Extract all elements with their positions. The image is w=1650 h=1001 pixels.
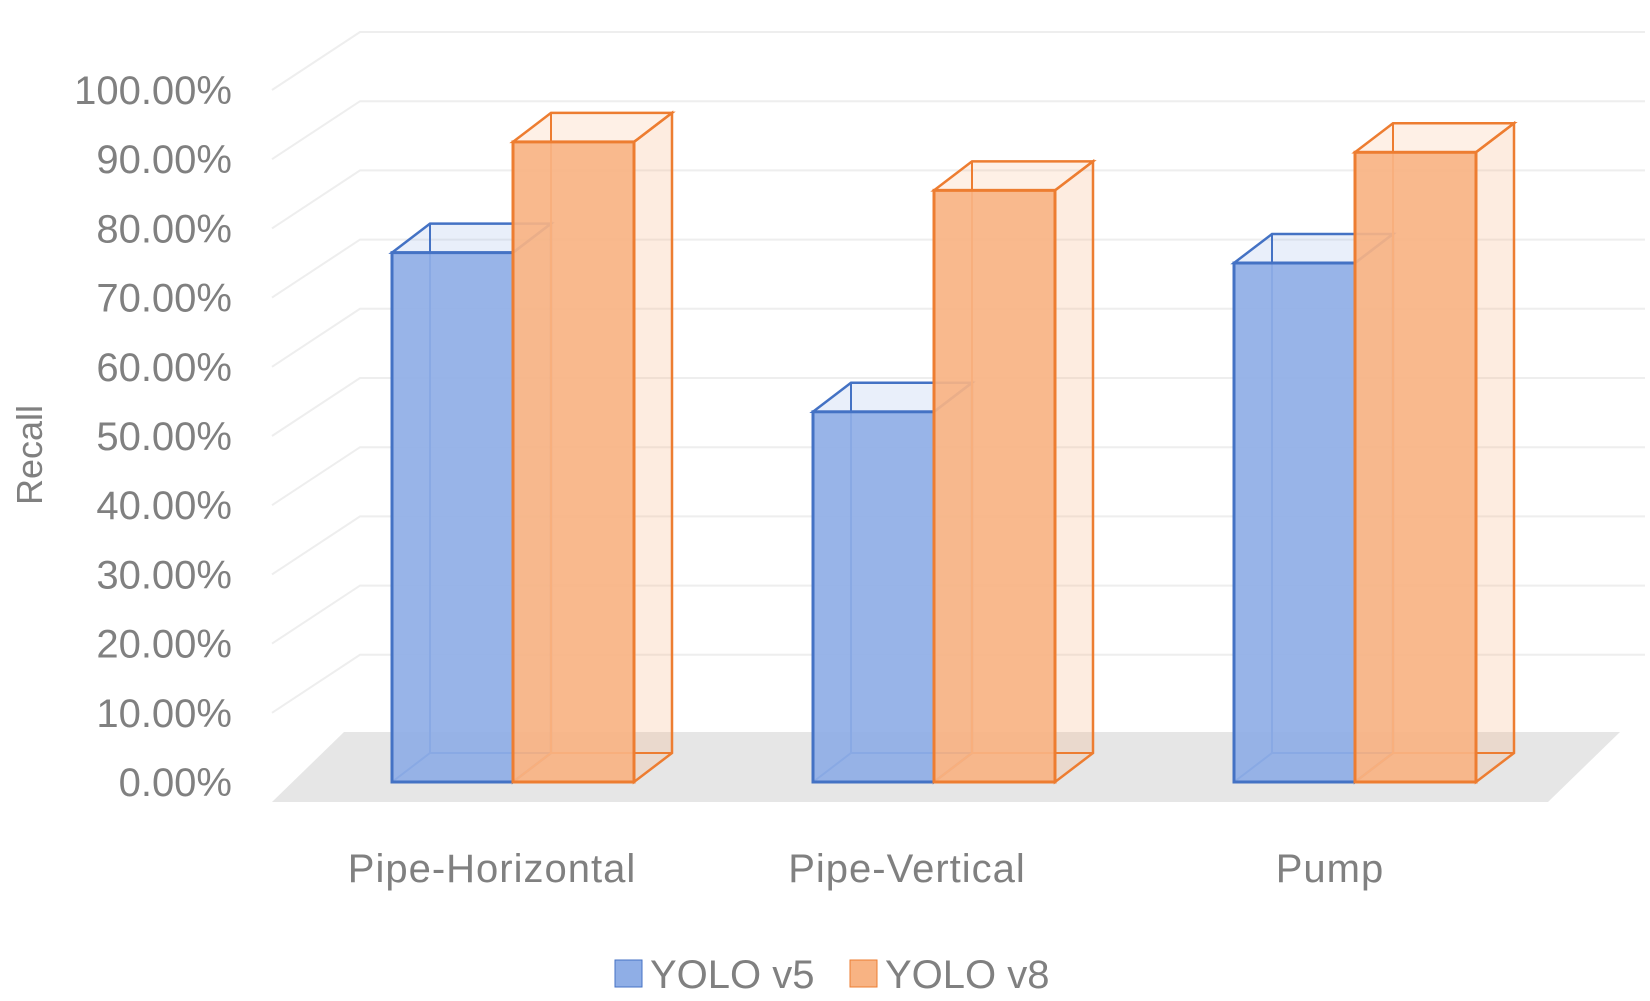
bar-yolo-v8-0 bbox=[509, 110, 676, 785]
y-axis-title: Recall bbox=[9, 405, 50, 505]
legend-label: YOLO v5 bbox=[650, 953, 815, 997]
bar-front-face bbox=[932, 188, 1057, 784]
y-tick-label: 100.00% bbox=[74, 69, 232, 113]
bars bbox=[388, 110, 1518, 785]
y-tick-label: 70.00% bbox=[96, 277, 232, 321]
legend: YOLO v5 YOLO v8 bbox=[614, 953, 1050, 997]
gridline bbox=[271, 584, 1645, 645]
gridline bbox=[271, 653, 1645, 714]
gridline bbox=[271, 515, 1645, 576]
bar-front-face bbox=[511, 140, 636, 784]
gridline bbox=[271, 238, 1645, 299]
y-axis-ticks: 0.00% 10.00% 20.00% 30.00% 40.00% 50.00% 60.00… bbox=[74, 69, 232, 805]
gridline bbox=[271, 377, 1645, 437]
legend-label: YOLO v8 bbox=[885, 953, 1050, 997]
y-tick-label: 50.00% bbox=[96, 415, 232, 459]
x-category-label: Pipe-Vertical bbox=[788, 847, 1026, 891]
bar-front-face bbox=[1232, 261, 1357, 784]
bar-front-face bbox=[1353, 150, 1478, 784]
legend-item: YOLO v5 bbox=[614, 953, 815, 997]
y-tick-label: 10.00% bbox=[96, 692, 232, 736]
gridline bbox=[271, 31, 1645, 91]
y-tick-label: 80.00% bbox=[96, 207, 232, 251]
bar-side-face bbox=[1474, 120, 1516, 785]
gridline bbox=[271, 169, 1645, 230]
gridline bbox=[271, 100, 1645, 161]
bar-front-face bbox=[390, 251, 515, 784]
y-tick-label: 40.00% bbox=[96, 484, 232, 528]
bar-side-face bbox=[1053, 158, 1095, 785]
gridlines bbox=[271, 31, 1645, 714]
legend-item: YOLO v8 bbox=[849, 953, 1050, 997]
bar-side-face bbox=[632, 110, 674, 785]
bar-yolo-v8-1 bbox=[930, 158, 1097, 785]
bar-front-face bbox=[811, 410, 936, 784]
x-axis-categories: Pipe-Horizontal Pipe-Vertical Pump bbox=[348, 847, 1385, 891]
y-tick-label: 30.00% bbox=[96, 553, 232, 597]
y-tick-label: 20.00% bbox=[96, 623, 232, 667]
legend-swatch bbox=[849, 959, 878, 988]
y-tick-label: 0.00% bbox=[119, 761, 232, 805]
gridline bbox=[271, 446, 1645, 507]
y-tick-label: 90.00% bbox=[96, 138, 232, 182]
y-tick-label: 60.00% bbox=[96, 346, 232, 390]
x-category-label: Pump bbox=[1276, 847, 1385, 891]
x-category-label: Pipe-Horizontal bbox=[348, 847, 636, 891]
legend-swatch bbox=[614, 959, 643, 988]
gridline bbox=[271, 307, 1645, 368]
bar-yolo-v8-2 bbox=[1351, 120, 1518, 785]
